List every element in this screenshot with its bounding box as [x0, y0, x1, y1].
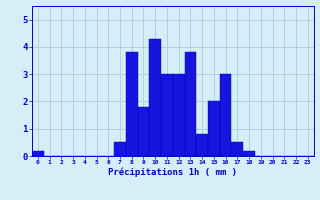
Bar: [161, 74, 173, 156]
Bar: [32, 151, 44, 156]
Bar: [208, 101, 220, 156]
X-axis label: Précipitations 1h ( mm ): Précipitations 1h ( mm ): [108, 168, 237, 177]
Bar: [220, 74, 231, 156]
Bar: [149, 39, 161, 156]
Bar: [126, 52, 138, 156]
Bar: [231, 142, 243, 156]
Bar: [138, 107, 149, 156]
Bar: [185, 52, 196, 156]
Bar: [196, 134, 208, 156]
Bar: [173, 74, 185, 156]
Bar: [114, 142, 126, 156]
Bar: [243, 151, 255, 156]
